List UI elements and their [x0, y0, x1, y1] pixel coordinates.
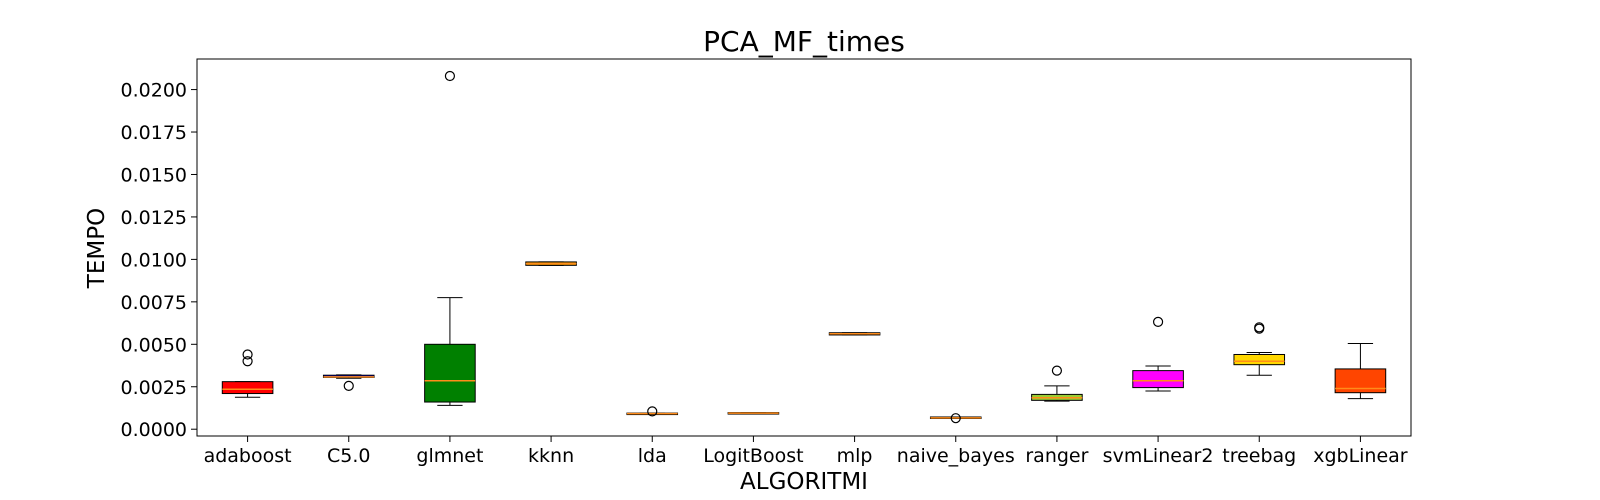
box-glmnet: [424, 343, 476, 403]
box-xgbLinear: [1334, 368, 1387, 394]
y-axis-title: TEMPO: [84, 208, 110, 289]
outlier-point: [1254, 322, 1265, 333]
y-tick-label: 0.0000: [121, 419, 187, 441]
x-tick-label: mlp: [837, 445, 873, 467]
plot-frame: [196, 58, 1412, 437]
outlier-point: [444, 70, 456, 82]
box-treebag: [1233, 353, 1286, 366]
outlier-point: [242, 356, 253, 367]
outlier-point: [647, 406, 658, 417]
y-tick-label: 0.0075: [121, 292, 187, 314]
outlier-point: [242, 349, 253, 360]
y-tick-label: 0.0050: [121, 334, 187, 356]
x-tick-label: ranger: [1025, 445, 1088, 467]
y-tick-label: 0.0200: [121, 80, 187, 102]
x-tick-label: glmnet: [416, 445, 483, 467]
x-tick-label: LogitBoost: [703, 445, 803, 467]
x-tick-label: lda: [638, 445, 667, 467]
outlier-point: [1051, 365, 1063, 376]
y-tick-label: 0.0125: [121, 207, 187, 229]
x-tick-label: adaboost: [204, 445, 292, 467]
outlier-point: [343, 380, 354, 392]
outlier-point: [1152, 316, 1164, 327]
outlier-point: [950, 413, 961, 424]
x-tick-label: C5.0: [327, 445, 370, 467]
y-tick-label: 0.0175: [121, 122, 187, 144]
y-tick-label: 0.0100: [121, 249, 187, 271]
x-tick-label: kknn: [528, 445, 574, 467]
y-tick-label: 0.0150: [121, 164, 187, 186]
chart-title: PCA_MF_times: [703, 25, 905, 58]
x-tick-label: naive_bayes: [897, 445, 1015, 467]
plot-area: 0.0000 0.0025 0.0050 0.0075 0.0100 0.0125 0.01…: [121, 58, 1412, 467]
box-adaboost: [221, 381, 274, 395]
x-tick-label: xgbLinear: [1313, 445, 1408, 467]
y-tick-label: 0.0025: [121, 377, 187, 399]
x-tick-label: svmLinear2: [1103, 445, 1214, 467]
x-axis-title: ALGORITMI: [740, 469, 868, 495]
box-svmLinear2: [1132, 370, 1184, 389]
x-tick-label: treebag: [1222, 445, 1296, 467]
